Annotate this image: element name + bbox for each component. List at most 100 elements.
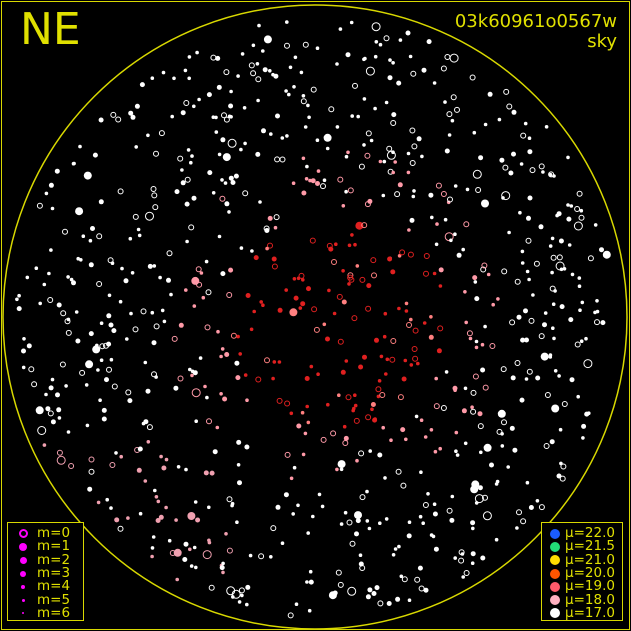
star [381, 193, 386, 198]
star [407, 228, 411, 232]
star [151, 535, 156, 539]
star [306, 420, 311, 425]
star [222, 153, 231, 162]
star [483, 122, 488, 127]
star [474, 494, 484, 504]
star [405, 30, 411, 36]
star [106, 366, 112, 373]
star [447, 133, 452, 137]
star [599, 247, 604, 253]
magnitude-legend-label: m=0 [37, 525, 71, 542]
star [302, 41, 309, 48]
star [315, 138, 320, 142]
star [207, 170, 213, 176]
star [359, 494, 366, 501]
star [382, 159, 387, 164]
star [138, 511, 143, 516]
star [366, 283, 372, 289]
star [236, 74, 240, 78]
star [303, 125, 308, 129]
star [304, 376, 310, 381]
star [406, 533, 412, 539]
star [215, 55, 221, 61]
star [404, 437, 408, 442]
star [317, 492, 322, 497]
star [143, 360, 148, 365]
star [503, 88, 510, 95]
star [334, 242, 338, 246]
star [305, 164, 309, 169]
star [391, 553, 396, 557]
star [263, 35, 272, 44]
star [525, 480, 530, 485]
star [306, 286, 311, 292]
star [21, 365, 26, 370]
brightness-legend-row: μ=17.0 [547, 606, 622, 620]
star [358, 163, 365, 170]
star [344, 359, 349, 363]
star [411, 143, 418, 150]
star [307, 115, 311, 120]
star [541, 170, 545, 174]
star [440, 191, 447, 197]
star [397, 182, 403, 188]
star [47, 410, 54, 417]
star [228, 103, 234, 109]
star [325, 146, 330, 151]
star [34, 266, 39, 271]
star [453, 232, 457, 236]
star [289, 308, 298, 317]
star [226, 547, 233, 554]
star [255, 76, 262, 83]
star [291, 181, 296, 185]
star [559, 475, 566, 482]
magnitude-marker-icon [15, 598, 31, 602]
star [180, 110, 186, 116]
brightness-legend-label: μ=21.5 [565, 538, 615, 555]
star [409, 317, 413, 322]
brightness-legend-label: μ=20.0 [565, 565, 615, 582]
star [343, 435, 349, 441]
star [237, 480, 242, 486]
star [224, 352, 230, 357]
star [351, 408, 356, 413]
star [105, 497, 109, 502]
star [395, 596, 401, 602]
star [535, 375, 541, 381]
star [146, 440, 151, 444]
star [410, 70, 417, 77]
star [480, 367, 486, 373]
star [497, 409, 506, 418]
star [500, 432, 504, 436]
star [92, 152, 98, 158]
star [367, 198, 373, 204]
star [370, 402, 376, 407]
star [71, 161, 76, 166]
star [296, 423, 302, 429]
star [422, 502, 429, 508]
star [308, 178, 312, 183]
star [203, 470, 209, 476]
star [71, 280, 76, 286]
star [470, 551, 476, 557]
star [365, 130, 372, 137]
star [336, 293, 343, 300]
star [315, 181, 320, 186]
star [446, 111, 453, 118]
star [285, 20, 289, 24]
star [533, 260, 540, 267]
star [361, 222, 368, 229]
star [114, 451, 118, 455]
star [397, 306, 401, 311]
star [365, 519, 370, 523]
brightness-swatch-icon [547, 568, 563, 579]
star [358, 561, 364, 567]
star [49, 248, 53, 252]
magnitude-legend: m=0 m=1 m=2 m=3 m=4 m=5 m=6 [7, 522, 84, 621]
star [180, 168, 184, 172]
star [552, 336, 556, 341]
star [479, 450, 483, 455]
star [347, 586, 357, 596]
star [429, 428, 434, 432]
star [308, 569, 313, 574]
